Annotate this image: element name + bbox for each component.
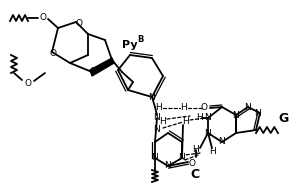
Text: N: N [152,153,158,163]
Text: O: O [25,78,31,88]
Text: O: O [75,19,83,28]
Text: H: H [197,114,203,122]
Text: N: N [154,125,160,135]
Text: N: N [255,108,261,118]
Text: O: O [200,104,207,112]
Text: N: N [178,153,185,163]
Text: H: H [181,104,187,112]
Text: N: N [149,92,155,101]
Text: N: N [219,138,225,146]
Text: N: N [165,161,171,170]
Text: N: N [205,114,211,122]
Text: O: O [39,12,46,22]
Text: O: O [49,49,57,57]
Text: H: H [160,116,166,125]
Text: N: N [205,129,211,138]
Text: N: N [154,114,160,122]
Text: H: H [210,147,216,156]
Text: H: H [156,104,163,112]
Text: G: G [279,112,289,125]
Text: O: O [189,159,195,167]
Polygon shape [90,58,114,76]
Text: Py: Py [122,40,138,50]
Text: C: C [190,169,200,181]
Text: H: H [193,146,200,154]
Text: N: N [233,111,239,119]
Text: N: N [244,102,251,112]
Text: B: B [137,36,143,44]
Text: H: H [183,118,189,126]
Text: O: O [89,67,96,75]
